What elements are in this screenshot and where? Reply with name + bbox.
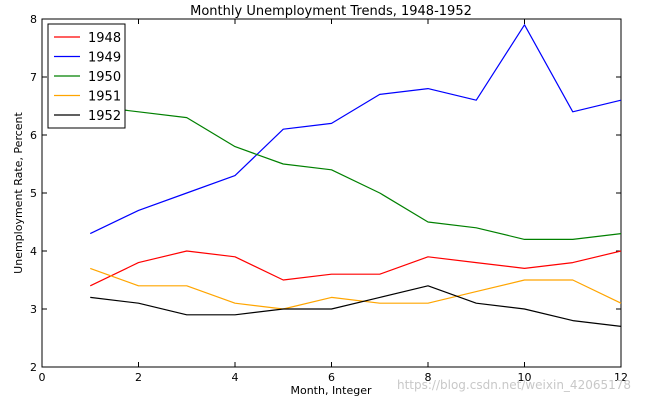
x-tick-label: 4 [232,371,239,384]
chart-title: Monthly Unemployment Trends, 1948-1952 [190,4,472,19]
x-tick-label: 6 [328,371,335,384]
legend-label-1952: 1952 [88,109,121,124]
x-tick-label: 12 [614,371,628,384]
legend-label-1948: 1948 [88,31,121,46]
series-line-1949 [89,24,622,235]
series-line-1948 [89,250,622,287]
x-tick-label: 10 [518,371,532,384]
legend-label-1950: 1950 [88,70,121,85]
series-line-1950 [90,105,622,240]
legend-label-1951: 1951 [88,90,121,105]
y-tick-label: 8 [30,13,37,26]
legend: 1948 1949 1950 1951 1952 [47,23,126,129]
y-axis-label: Unemployment Rate, Percent [12,111,25,273]
series-lines [89,24,622,327]
watermark-text: https://blog.csdn.net/weixin_42065178 [397,378,631,392]
plot-area [41,18,622,368]
series-line-1951 [90,267,622,310]
y-tick-label: 5 [30,187,37,200]
y-tick-label: 7 [30,71,37,84]
y-tick-label: 6 [30,129,37,142]
y-tick-label: 4 [30,245,37,258]
x-axis-label: Month, Integer [290,384,372,397]
y-tick-label: 3 [30,303,37,316]
x-tick-label: 2 [135,371,142,384]
series-line-1952 [90,285,622,327]
y-tick-label: 2 [30,361,37,374]
x-tick-label: 8 [425,371,432,384]
x-tick-label: 0 [39,371,46,384]
legend-label-1949: 1949 [88,51,121,66]
